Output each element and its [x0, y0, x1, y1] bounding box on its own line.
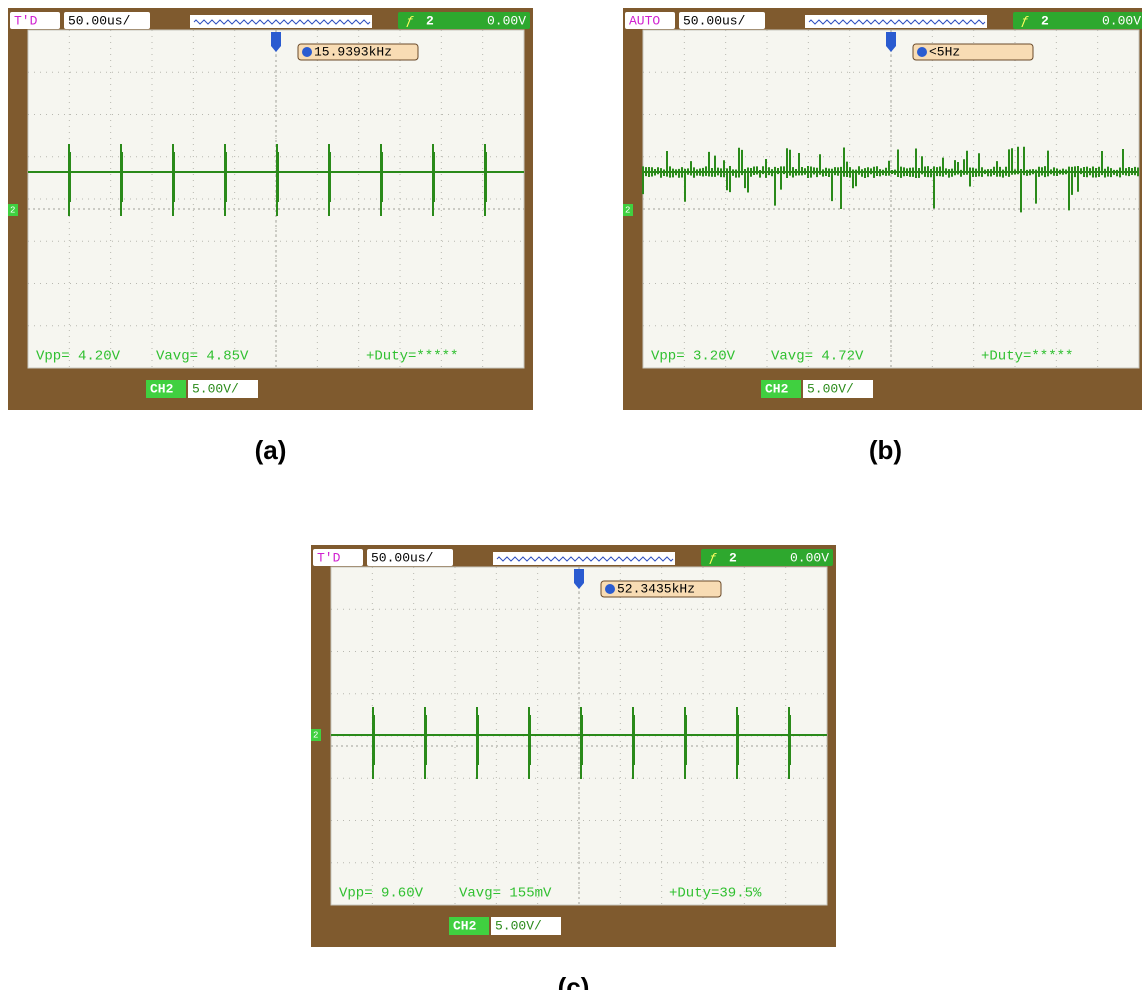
measurement: Vavg= 155mV — [459, 886, 552, 902]
measurement: +Duty=***** — [981, 349, 1073, 365]
trigger-edge: ƒ — [406, 13, 414, 28]
page: T'D50.00us/ƒ20.00V15.9393kHz2Vpp= 4.20VV… — [0, 0, 1142, 990]
timebase: 50.00us/ — [68, 13, 131, 28]
frequency-icon — [605, 584, 615, 594]
trigger-edge: ƒ — [709, 550, 717, 565]
position-bar — [190, 15, 372, 28]
trigger-source: 2 — [426, 13, 434, 28]
measurement: Vpp= 4.20V — [36, 349, 121, 365]
channel-marker: 2 — [10, 205, 15, 215]
timebase: 50.00us/ — [371, 550, 434, 565]
figure: T'D50.00us/ƒ20.00V15.9393kHz2Vpp= 4.20VV… — [0, 0, 1142, 990]
channel: CH2 — [150, 381, 174, 396]
panel-label: (a) — [255, 435, 287, 465]
mode: T'D — [14, 13, 38, 28]
measurement: Vavg= 4.72V — [771, 349, 864, 365]
channel-marker: 2 — [625, 205, 630, 215]
trigger-edge: ƒ — [1021, 13, 1029, 28]
frequency-icon — [302, 47, 312, 57]
volts-per-div: 5.00V/ — [495, 918, 542, 933]
measurement: Vpp= 3.20V — [651, 349, 736, 365]
mode: AUTO — [629, 13, 660, 28]
volts-per-div: 5.00V/ — [807, 381, 854, 396]
frequency: <5Hz — [929, 44, 960, 59]
measurement: Vpp= 9.60V — [339, 886, 424, 902]
mode: T'D — [317, 550, 341, 565]
channel: CH2 — [765, 381, 789, 396]
frequency: 52.3435kHz — [617, 581, 695, 596]
measurement: +Duty=***** — [366, 349, 458, 365]
panel-label: (b) — [869, 435, 902, 465]
trigger-level: 0.00V — [790, 550, 829, 565]
measurement: +Duty=39.5% — [669, 886, 762, 902]
trigger-source: 2 — [1041, 13, 1049, 28]
panel-label: (c) — [558, 972, 590, 990]
volts-per-div: 5.00V/ — [192, 381, 239, 396]
frequency-icon — [917, 47, 927, 57]
trigger-level: 0.00V — [487, 13, 526, 28]
timebase: 50.00us/ — [683, 13, 746, 28]
position-bar — [493, 552, 675, 565]
trigger-level: 0.00V — [1102, 13, 1141, 28]
channel-marker: 2 — [313, 730, 318, 740]
frequency: 15.9393kHz — [314, 44, 392, 59]
measurement: Vavg= 4.85V — [156, 349, 249, 365]
trigger-source: 2 — [729, 550, 737, 565]
channel: CH2 — [453, 918, 477, 933]
position-bar — [805, 15, 987, 28]
